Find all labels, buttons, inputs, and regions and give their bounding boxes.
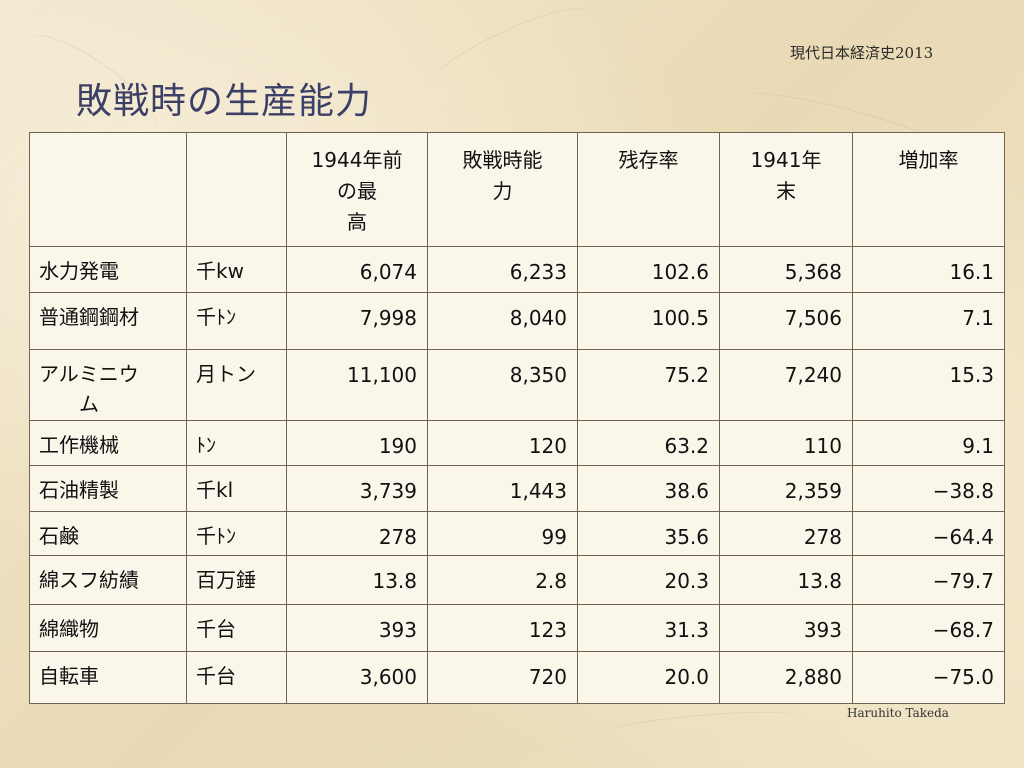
row-unit: 千ﾄﾝ — [186, 292, 287, 350]
table-row: 石鹸 千ﾄﾝ 278 99 35.6 278 −64.4 — [29, 511, 1005, 556]
header-cell-survival-rate: 残存率 — [577, 132, 720, 247]
row-capacity-at-defeat: 1,443 — [427, 465, 578, 512]
row-peak-1944: 3,739 — [286, 465, 428, 512]
row-item-name-line: アルミニウ — [39, 362, 139, 386]
row-capacity-at-defeat: 8,040 — [427, 292, 578, 350]
row-item-name: 石鹸 — [29, 511, 187, 556]
header-text: 1944年前 — [311, 148, 403, 172]
row-unit: ﾄﾝ — [186, 420, 287, 466]
row-increase-rate: −68.7 — [852, 604, 1005, 652]
row-capacity-at-defeat: 99 — [427, 511, 578, 556]
row-unit: 百万錘 — [186, 555, 287, 605]
header-text: 残存率 — [618, 148, 679, 172]
row-increase-rate: −64.4 — [852, 511, 1005, 556]
row-peak-1944: 11,100 — [286, 349, 428, 421]
row-capacity-at-defeat: 123 — [427, 604, 578, 652]
row-capacity-at-defeat: 120 — [427, 420, 578, 466]
row-survival-rate: 35.6 — [577, 511, 720, 556]
table-row: 自転車 千台 3,600 720 20.0 2,880 −75.0 — [29, 651, 1005, 704]
row-end-1941: 110 — [719, 420, 853, 466]
row-peak-1944: 7,998 — [286, 292, 428, 350]
table-row: 工作機械 ﾄﾝ 190 120 63.2 110 9.1 — [29, 420, 1005, 466]
row-item-name-line: ム — [79, 392, 99, 416]
row-unit: 千台 — [186, 651, 287, 704]
row-unit: 千台 — [186, 604, 287, 652]
row-end-1941: 5,368 — [719, 246, 853, 293]
row-end-1941: 7,506 — [719, 292, 853, 350]
row-item-name: 石油精製 — [29, 465, 187, 512]
row-item-name: 綿スフ紡績 — [29, 555, 187, 605]
header-text: 高 — [347, 210, 367, 234]
table-row: 普通鋼鋼材 千ﾄﾝ 7,998 8,040 100.5 7,506 7.1 — [29, 292, 1005, 350]
header-text: 敗戦時能 — [462, 148, 543, 172]
row-survival-rate: 100.5 — [577, 292, 720, 350]
row-end-1941: 7,240 — [719, 349, 853, 421]
row-unit: 千ﾄﾝ — [186, 511, 287, 556]
paper-fiber — [419, 0, 601, 108]
row-increase-rate: 16.1 — [852, 246, 1005, 293]
header-cell-unit — [186, 132, 287, 247]
row-survival-rate: 38.6 — [577, 465, 720, 512]
header-cell-1941-end: 1941年 末 — [719, 132, 853, 247]
row-increase-rate: −75.0 — [852, 651, 1005, 704]
row-peak-1944: 6,074 — [286, 246, 428, 293]
header-text: 1941年 — [750, 148, 822, 172]
header-text: 力 — [492, 179, 513, 203]
row-end-1941: 13.8 — [719, 555, 853, 605]
row-unit: 千kl — [186, 465, 287, 512]
row-capacity-at-defeat: 6,233 — [427, 246, 578, 293]
row-capacity-at-defeat: 2.8 — [427, 555, 578, 605]
production-capacity-table: 1944年前 の最 高 敗戦時能 力 残存率 1941年 末 増加率 水力発電 … — [29, 132, 1005, 704]
row-item-name: アルミニウ ム — [29, 349, 187, 421]
header-cell-item — [29, 132, 187, 247]
row-end-1941: 393 — [719, 604, 853, 652]
table-row: 綿スフ紡績 百万錘 13.8 2.8 20.3 13.8 −79.7 — [29, 555, 1005, 605]
row-capacity-at-defeat: 8,350 — [427, 349, 578, 421]
row-unit: 千kw — [186, 246, 287, 293]
table-row: 綿織物 千台 393 123 31.3 393 −68.7 — [29, 604, 1005, 652]
row-end-1941: 2,880 — [719, 651, 853, 704]
row-increase-rate: −79.7 — [852, 555, 1005, 605]
header-text: の最 — [337, 179, 377, 203]
header-text: 末 — [776, 179, 796, 203]
table-row: 水力発電 千kw 6,074 6,233 102.6 5,368 16.1 — [29, 246, 1005, 293]
row-increase-rate: 15.3 — [852, 349, 1005, 421]
row-peak-1944: 190 — [286, 420, 428, 466]
table-header-row: 1944年前 の最 高 敗戦時能 力 残存率 1941年 末 増加率 — [29, 132, 1005, 247]
row-increase-rate: −38.8 — [852, 465, 1005, 512]
page-title: 敗戦時の生産能力 — [76, 81, 373, 122]
row-unit: 月トン — [186, 349, 287, 421]
row-survival-rate: 20.3 — [577, 555, 720, 605]
row-capacity-at-defeat: 720 — [427, 651, 578, 704]
row-survival-rate: 63.2 — [577, 420, 720, 466]
row-item-name: 綿織物 — [29, 604, 187, 652]
header-text: 増加率 — [898, 148, 959, 172]
row-survival-rate: 102.6 — [577, 246, 720, 293]
row-survival-rate: 75.2 — [577, 349, 720, 421]
row-item-name: 工作機械 — [29, 420, 187, 466]
row-peak-1944: 278 — [286, 511, 428, 556]
author-credit: Haruhito Takeda — [847, 706, 949, 720]
row-survival-rate: 20.0 — [577, 651, 720, 704]
row-peak-1944: 3,600 — [286, 651, 428, 704]
row-end-1941: 278 — [719, 511, 853, 556]
header-cell-1944-peak: 1944年前 の最 高 — [286, 132, 428, 247]
row-item-name: 水力発電 — [29, 246, 187, 293]
row-increase-rate: 9.1 — [852, 420, 1005, 466]
paper-fiber — [599, 706, 801, 745]
row-peak-1944: 13.8 — [286, 555, 428, 605]
row-increase-rate: 7.1 — [852, 292, 1005, 350]
header-cell-increase-rate: 増加率 — [852, 132, 1005, 247]
header-cell-capacity-at-defeat: 敗戦時能 力 — [427, 132, 578, 247]
row-item-name: 自転車 — [29, 651, 187, 704]
row-item-name: 普通鋼鋼材 — [29, 292, 187, 350]
course-label: 現代日本経済史2013 — [790, 44, 934, 62]
row-peak-1944: 393 — [286, 604, 428, 652]
table-row: アルミニウ ム 月トン 11,100 8,350 75.2 7,240 15.3 — [29, 349, 1005, 421]
table-row: 石油精製 千kl 3,739 1,443 38.6 2,359 −38.8 — [29, 465, 1005, 512]
row-survival-rate: 31.3 — [577, 604, 720, 652]
row-end-1941: 2,359 — [719, 465, 853, 512]
